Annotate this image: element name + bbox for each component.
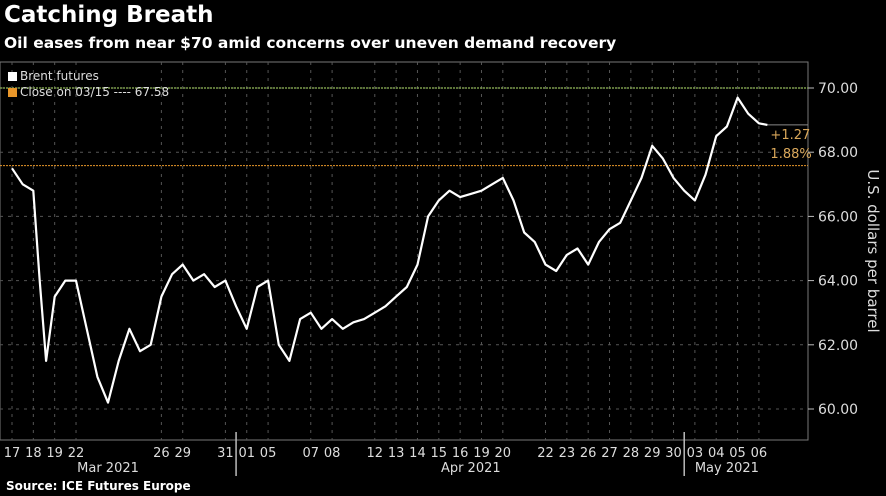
x-tick-label: 04: [708, 446, 725, 461]
x-tick-label: 14: [409, 446, 426, 461]
x-tick-label: 28: [623, 446, 640, 461]
legend: Brent futures Close on 03/15 ---- 67.58: [8, 68, 169, 100]
chart-title: Catching Breath: [4, 2, 214, 28]
x-tick-label: 22: [537, 446, 554, 461]
x-tick-label: 19: [473, 446, 490, 461]
x-tick-label: 26: [580, 446, 597, 461]
legend-item-brent: Brent futures: [8, 68, 169, 84]
x-tick-label: 29: [644, 446, 661, 461]
x-tick-label: 22: [68, 446, 85, 461]
y-tick-label: 62.00: [818, 338, 858, 354]
month-label: Apr 2021: [441, 461, 501, 476]
x-tick-label: 06: [751, 446, 768, 461]
x-tick-label: 12: [367, 446, 384, 461]
legend-swatch-orange: [8, 88, 17, 97]
source-note: Source: ICE Futures Europe: [6, 479, 191, 493]
y-tick-label: 60.00: [818, 402, 858, 418]
x-tick-label: 23: [559, 446, 576, 461]
x-tick-label: 19: [46, 446, 63, 461]
x-tick-label: 01: [238, 446, 255, 461]
month-label: Mar 2021: [77, 461, 139, 476]
y-axis-label: U.S. dollars per barrel: [864, 169, 882, 332]
x-tick-label: 18: [25, 446, 42, 461]
y-tick-label: 66.00: [818, 209, 858, 225]
x-tick-label: 08: [324, 446, 341, 461]
percent-annotation: 1.88%: [770, 147, 811, 162]
x-tick-label: 26: [153, 446, 170, 461]
x-tick-label: 29: [174, 446, 191, 461]
brent-series-line: [11, 96, 768, 404]
y-tick-label: 68.00: [818, 145, 858, 161]
x-tick-label: 03: [687, 446, 704, 461]
legend-label: Close on 03/15 ---- 67.58: [20, 85, 170, 99]
x-tick-label: 15: [431, 446, 448, 461]
change-annotation: +1.27: [770, 128, 810, 143]
x-tick-label: 20: [495, 446, 512, 461]
legend-label: Brent futures: [20, 69, 99, 83]
x-tick-label: 13: [388, 446, 405, 461]
x-tick-label: 30: [665, 446, 682, 461]
chart-subtitle: Oil eases from near $70 amid concerns ov…: [4, 34, 617, 52]
month-label: May 2021: [695, 461, 759, 476]
y-tick-label: 64.00: [818, 274, 858, 290]
legend-item-close: Close on 03/15 ---- 67.58: [8, 84, 169, 100]
x-tick-label: 17: [4, 446, 21, 461]
x-tick-label: 05: [729, 446, 746, 461]
y-tick-label: 70.00: [818, 81, 858, 97]
x-tick-label: 07: [302, 446, 319, 461]
x-tick-label: 16: [452, 446, 469, 461]
x-tick-label: 31: [217, 446, 234, 461]
x-tick-label: 05: [260, 446, 277, 461]
plot-frame: [0, 61, 809, 441]
x-tick-label: 27: [601, 446, 618, 461]
legend-swatch-white: [8, 72, 17, 81]
